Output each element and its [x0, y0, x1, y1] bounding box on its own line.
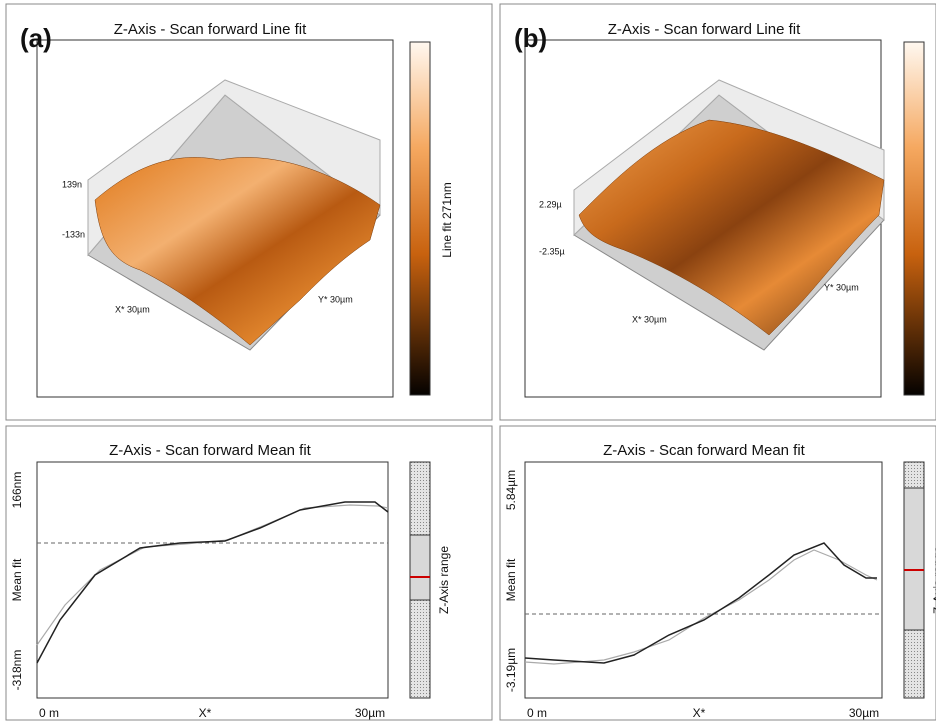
- profile-line: [524, 542, 877, 664]
- y-tick-label: 5.84µm: [504, 470, 518, 510]
- panel: (b) Z-Axis - Scan forward Line fit 2.29µ -2…: [499, 3, 936, 721]
- x-axis-label: X* 30µm: [115, 304, 150, 314]
- x-axis-label: X* 30µm: [632, 314, 667, 324]
- x-tick-label: X*: [199, 706, 212, 720]
- panel-label: (b): [514, 23, 547, 53]
- plot-box: [36, 461, 389, 699]
- surface: [578, 119, 885, 336]
- y-tick-label: 166nm: [10, 472, 24, 509]
- y-tick-label: -318nm: [10, 650, 24, 691]
- back-wall: [87, 79, 381, 257]
- colorbar-label: Line fit 4.64µm: [934, 181, 936, 260]
- y-axis-title: Mean fit: [10, 558, 24, 601]
- y-axis-title: Mean fit: [504, 558, 518, 601]
- range-window: [903, 487, 925, 631]
- z-tick-label: 2.29µ: [539, 199, 562, 209]
- range-label: Z-Axis range: [931, 546, 936, 614]
- x-tick-label: 0 m: [39, 706, 59, 720]
- x-tick-label: 30µm: [849, 706, 879, 720]
- x-tick-label: 0 m: [527, 706, 547, 720]
- bottom-frame: [499, 425, 936, 721]
- profile-line: [36, 501, 389, 664]
- view-title: Z-Axis - Scan forward Line fit: [114, 21, 307, 38]
- y-axis-label: Y* 30µm: [318, 294, 353, 304]
- view-title: Z-Axis - Scan forward Line fit: [608, 21, 801, 38]
- range-label: Z-Axis range: [437, 546, 451, 614]
- y-axis-label: Y* 30µm: [824, 282, 859, 292]
- z-tick-label: -133n: [62, 229, 85, 239]
- back-wall: [573, 79, 885, 237]
- colorbar: [903, 41, 925, 396]
- profile-title: Z-Axis - Scan forward Mean fit: [109, 442, 312, 459]
- panel: (a) Z-Axis - Scan forward Line fit 139n -13…: [5, 3, 493, 721]
- x-tick-label: X*: [693, 706, 706, 720]
- panel-label: (a): [20, 23, 52, 53]
- surface: [94, 157, 381, 346]
- top-frame: [499, 3, 936, 421]
- x-tick-label: 30µm: [355, 706, 385, 720]
- bottom-frame: [5, 425, 493, 721]
- profile-title: Z-Axis - Scan forward Mean fit: [603, 442, 806, 459]
- z-tick-label: -2.35µ: [539, 246, 565, 256]
- plot-box: [524, 461, 883, 699]
- colorbar-label: Line fit 271nm: [440, 182, 454, 257]
- z-tick-label: 139n: [62, 179, 82, 189]
- colorbar: [409, 41, 431, 396]
- range-window: [409, 534, 431, 601]
- top-frame: [5, 3, 493, 421]
- y-tick-label: -3.19µm: [504, 648, 518, 692]
